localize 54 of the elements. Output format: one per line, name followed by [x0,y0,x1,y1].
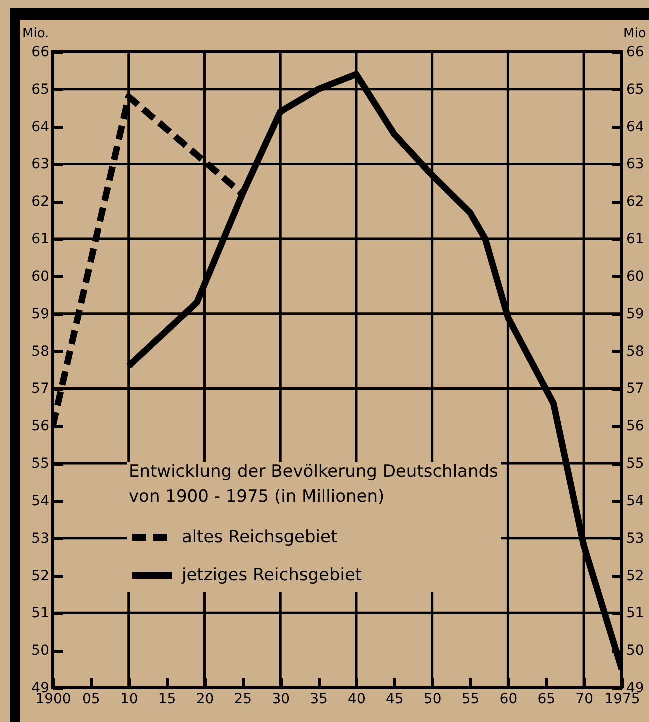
y-tick-label: 59 [32,306,50,322]
x-tick-label: 35 [310,692,328,708]
y-tick-label: 57 [32,381,50,398]
x-tick-label: 05 [82,692,100,708]
y-tick-label: 63 [32,156,50,173]
x-tick-label: 20 [196,692,214,708]
y2-tick-label: 53 [626,530,644,547]
x-tick-label: 25 [234,692,252,708]
y2-tick-label: 60 [626,268,644,285]
x-tick-label: 55 [462,692,480,708]
y-tick-label: 62 [32,194,50,210]
y-tick-label: 56 [32,418,50,435]
x-tick-label: 50 [424,692,442,708]
y-tick-label: 52 [32,568,50,584]
text: von 1900 - 1975 (in Millionen) [129,487,385,507]
y-tick-label: 60 [32,268,50,285]
y2-tick-label: 61 [626,232,644,248]
y2-tick-label: 58 [626,344,644,360]
y2-tick-label: 64 [626,119,644,136]
y-tick-label: 54 [32,493,50,510]
y2-tick-label: 55 [626,456,644,472]
x-tick-label: 30 [272,692,290,708]
text: Entwicklung der Bevölkerung Deutschlands [129,462,499,482]
legend-label: altes Reichsgebiet [182,528,338,548]
y2-tick-label: 66 [626,44,644,60]
y2-tick-label: 50 [626,643,644,660]
x-tick-label: 70 [576,692,594,708]
y2-tick-label: 59 [626,306,644,322]
y2-tick-label: 57 [626,381,644,398]
y-tick-label: 55 [32,456,50,472]
y-tick-label: 53 [32,530,50,547]
y-tick-label: 50 [32,643,50,660]
x-tick-label: 10 [120,692,138,708]
legend-label: jetziges Reichsgebiet [181,566,362,586]
x-tick-label: 15 [158,692,176,708]
y-tick-label: 64 [32,119,50,136]
y-tick-label: 65 [32,82,50,98]
y2-tick-label: 62 [626,194,644,210]
x-tick-label: 45 [386,692,404,708]
x-tick-label: 65 [538,692,556,708]
y2-tick-label: 54 [626,493,644,510]
y-tick-label: 51 [32,606,50,622]
y2-tick-label: 63 [626,156,644,173]
y-tick-label: 58 [32,344,50,360]
y-tick-label: 66 [32,44,50,60]
y2-axis-title: Mio [624,26,646,42]
y2-tick-label: 52 [626,568,644,584]
y2-tick-label: 65 [626,82,644,98]
x-tick-label: 60 [500,692,518,708]
y-tick-label: 61 [32,232,50,248]
y-axis-title: Mio. [22,26,50,42]
x-tick-label: 40 [348,692,366,708]
y2-tick-label: 51 [626,606,644,622]
y2-tick-label: 56 [626,418,644,435]
